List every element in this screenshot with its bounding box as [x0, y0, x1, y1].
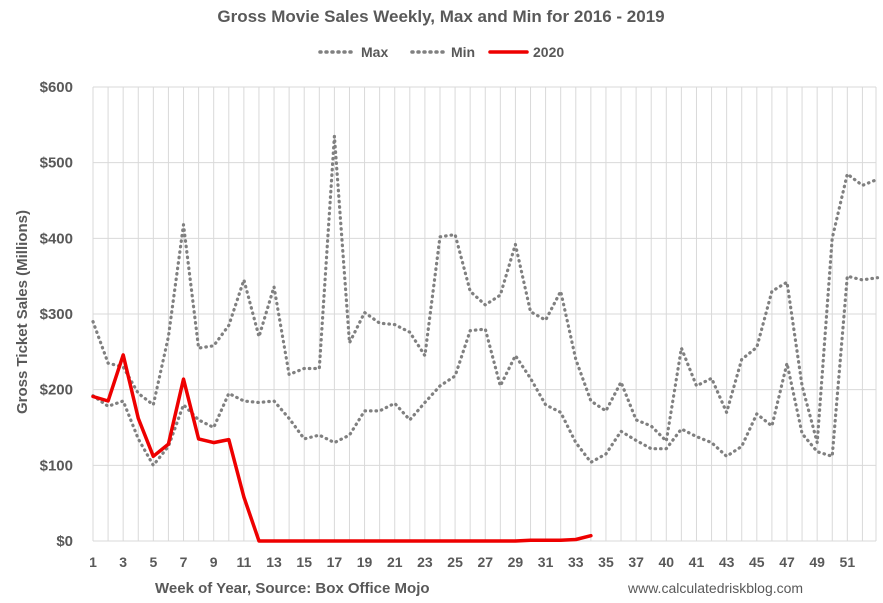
- y-tick-label: $300: [40, 306, 73, 323]
- x-tick-label: 5: [149, 554, 157, 570]
- x-tick-label: 51: [840, 554, 856, 570]
- x-tick-label: 17: [327, 554, 343, 570]
- y-axis-ticks: $0 $100 $200 $300 $400 $500 $600: [40, 79, 73, 550]
- y-axis-label: Gross Ticket Sales (Millions): [14, 210, 31, 414]
- x-tick-label: 9: [210, 554, 218, 570]
- x-tick-label: 15: [296, 554, 312, 570]
- y-tick-label: $500: [40, 155, 73, 172]
- legend-label-min: Min: [451, 44, 475, 60]
- x-axis-label: Week of Year, Source: Box Office Mojo: [155, 580, 430, 597]
- series-2020-line: [91, 353, 593, 543]
- x-tick-label: 31: [538, 554, 554, 570]
- y-tick-label: $600: [40, 79, 73, 96]
- plot-series: [91, 134, 880, 543]
- source-note: www.calculatedriskblog.com: [627, 580, 803, 596]
- x-tick-label: 3: [119, 554, 127, 570]
- x-tick-label: 11: [236, 554, 251, 570]
- x-tick-label: 47: [779, 554, 795, 570]
- x-tick-label: 45: [749, 554, 765, 570]
- y-tick-label: $200: [40, 382, 73, 399]
- x-tick-label: 37: [628, 554, 644, 570]
- y-tick-label: $100: [40, 457, 73, 474]
- x-axis-ticks: 1 3 5 7 9 11 13 15 17 19 21 23 25 27 29 31 33 35 37 40 41 43 4…: [89, 554, 855, 570]
- x-tick-label: 29: [508, 554, 524, 570]
- x-tick-label: 1: [89, 554, 97, 570]
- gridlines: [92, 86, 877, 542]
- x-tick-label: 33: [568, 554, 584, 570]
- x-tick-label: 40: [659, 554, 675, 570]
- chart-title: Gross Movie Sales Weekly, Max and Min fo…: [217, 7, 664, 26]
- x-tick-label: 35: [598, 554, 614, 570]
- legend-label-2020: 2020: [533, 44, 564, 60]
- x-tick-label: 41: [689, 554, 705, 570]
- series-max-line: [91, 134, 880, 445]
- y-tick-label: $0: [56, 533, 73, 550]
- x-tick-label: 21: [387, 554, 403, 570]
- x-tick-label: 27: [477, 554, 493, 570]
- y-tick-label: $400: [40, 230, 73, 247]
- x-tick-label: 7: [180, 554, 188, 570]
- x-tick-label: 49: [809, 554, 825, 570]
- legend-label-max: Max: [361, 44, 388, 60]
- x-tick-label: 43: [719, 554, 735, 570]
- legend: Max Min 2020: [318, 44, 564, 60]
- x-tick-label: 23: [417, 554, 433, 570]
- x-tick-label: 25: [447, 554, 463, 570]
- x-tick-label: 13: [266, 554, 282, 570]
- series-min-line: [91, 274, 880, 467]
- x-tick-label: 19: [357, 554, 373, 570]
